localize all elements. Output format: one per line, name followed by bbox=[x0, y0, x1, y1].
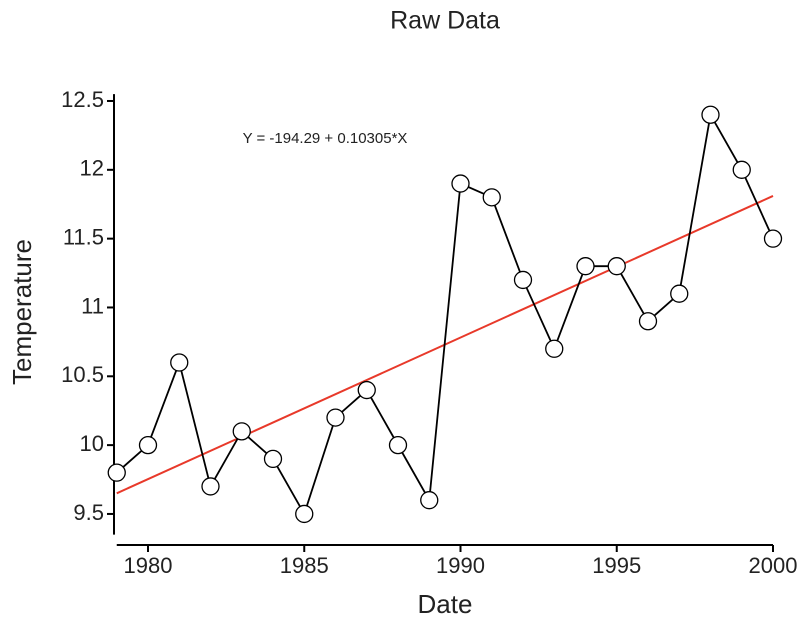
data-point bbox=[388, 435, 408, 455]
data-point bbox=[545, 339, 564, 358]
data-line bbox=[116, 112, 774, 517]
data-point bbox=[357, 380, 376, 400]
x-tick-label: 1985 bbox=[280, 553, 329, 578]
data-point bbox=[607, 257, 626, 276]
data-point bbox=[576, 257, 595, 276]
data-point bbox=[701, 105, 720, 124]
data-point bbox=[732, 160, 751, 179]
data-point bbox=[295, 504, 314, 524]
x-tick-label: 1995 bbox=[592, 553, 641, 578]
y-tick-label: 11 bbox=[81, 293, 104, 318]
y-tick-label: 11.5 bbox=[63, 224, 104, 249]
data-point bbox=[638, 312, 658, 331]
y-tick-label: 12.5 bbox=[61, 87, 104, 112]
data-point bbox=[263, 449, 283, 469]
y-tick-label: 10 bbox=[80, 431, 104, 456]
x-tick-label: 1990 bbox=[436, 553, 485, 578]
data-point bbox=[420, 491, 439, 510]
data-point bbox=[232, 422, 251, 441]
data-point bbox=[201, 477, 220, 496]
data-point bbox=[107, 463, 126, 482]
data-point bbox=[451, 174, 470, 193]
data-point bbox=[138, 435, 158, 455]
y-tick-label: 12 bbox=[80, 156, 104, 181]
equation-annotation: Y = -194.29 + 0.10305*X bbox=[243, 130, 408, 147]
x-axis-label: Date bbox=[418, 589, 473, 619]
data-point bbox=[482, 188, 501, 207]
x-tick-label: 1980 bbox=[124, 553, 173, 578]
data-point bbox=[170, 353, 189, 372]
data-point bbox=[763, 229, 783, 248]
y-tick-label: 9.5 bbox=[73, 500, 104, 525]
x-tick-label: 2000 bbox=[749, 553, 798, 578]
data-point bbox=[326, 408, 345, 427]
chart-title: Raw Data bbox=[390, 7, 500, 35]
y-axis-label: Temperature bbox=[7, 239, 37, 385]
data-point bbox=[670, 284, 689, 303]
data-point bbox=[513, 270, 533, 290]
y-tick-label: 10.5 bbox=[61, 362, 104, 387]
